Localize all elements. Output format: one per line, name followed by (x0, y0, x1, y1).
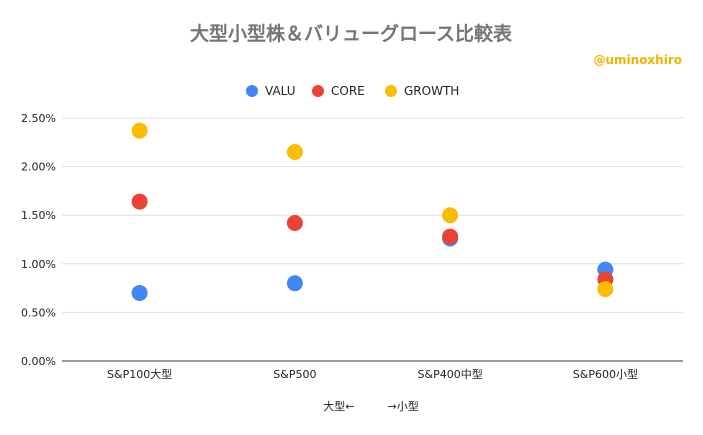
x-tick-label: S&P400中型 (418, 367, 483, 381)
y-axis-ticks: 0.00% 0.50% 1.00% 1.50% 2.00% 2.50% (21, 112, 56, 368)
point-growth-3 (442, 207, 459, 224)
y-tick-label: 1.50% (21, 209, 56, 222)
legend-marker-growth (385, 85, 397, 97)
point-core-2 (286, 214, 303, 231)
y-tick-label: 0.00% (21, 355, 56, 368)
legend-label-growth: GROWTH (404, 84, 459, 98)
point-growth-1 (131, 122, 148, 139)
y-tick-label: 2.50% (21, 112, 56, 125)
point-valu-2 (286, 275, 303, 292)
x-tick-label: S&P500 (273, 368, 316, 381)
point-growth-4 (597, 281, 614, 298)
legend-marker-valu (246, 85, 258, 97)
point-growth-2 (286, 144, 303, 161)
chart-title: 大型小型株＆バリューグロース比較表 (190, 22, 513, 45)
legend-label-core: CORE (331, 84, 365, 98)
y-tick-label: 1.00% (21, 258, 56, 271)
legend-marker-core (312, 85, 324, 97)
legend-label-valu: VALU (265, 84, 296, 98)
data-points (131, 122, 614, 301)
legend: VALU CORE GROWTH (246, 84, 459, 98)
point-core-3 (442, 228, 459, 245)
point-valu-1 (131, 284, 148, 301)
y-tick-label: 0.50% (21, 306, 56, 319)
y-tick-label: 2.00% (21, 161, 56, 174)
x-axis-label: 大型← →小型 (323, 399, 418, 413)
point-core-1 (131, 193, 148, 210)
watermark-label: @uminoxhiro (593, 53, 682, 67)
grid-lines (62, 117, 683, 313)
x-tick-label: S&P600小型 (573, 367, 638, 381)
x-axis-ticks: S&P100大型 S&P500 S&P400中型 S&P600小型 (107, 367, 638, 381)
x-tick-label: S&P100大型 (107, 367, 172, 381)
